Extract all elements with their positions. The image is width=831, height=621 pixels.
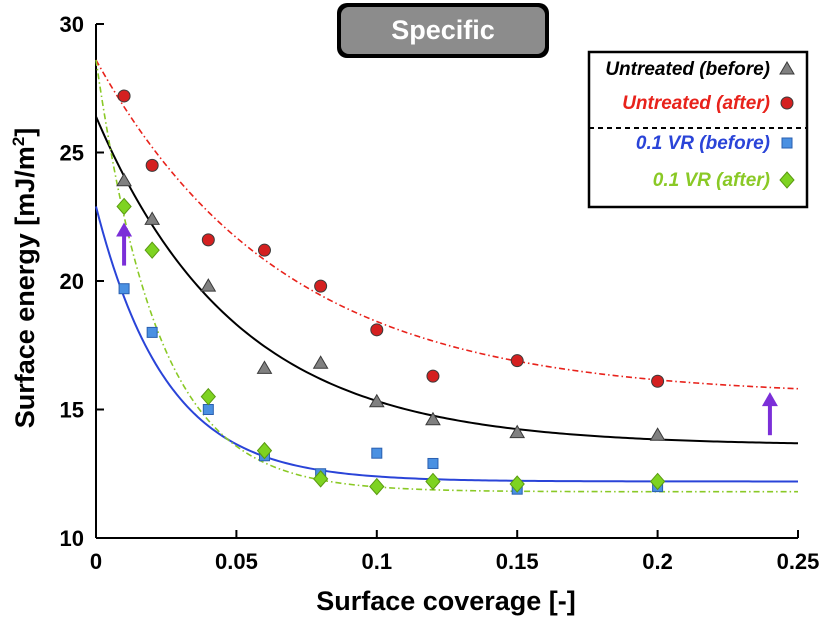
data-point-0-1-vr-after [144, 241, 160, 259]
data-point-untreated-before [425, 411, 441, 426]
y-tick-label: 20 [60, 269, 84, 294]
x-tick-label: 0.25 [777, 549, 820, 574]
data-point-untreated-after [201, 233, 215, 247]
fit-curve-untreated-after [95, 59, 799, 390]
legend-label-untreated-after: Untreated (after) [622, 93, 770, 114]
data-point-untreated-before [509, 424, 526, 439]
x-tick-label: 0.1 [362, 549, 393, 574]
fit-curve-0-1-vr-before [95, 206, 798, 483]
data-point-0-1-vr-before [146, 326, 158, 338]
data-point-untreated-before [144, 211, 161, 225]
data-point-untreated-after [117, 89, 131, 103]
legend-marker-untreated-after [780, 96, 794, 110]
y-tick-label: 15 [60, 398, 84, 423]
y-tick-label: 25 [60, 141, 84, 166]
x-tick-label: 0.15 [496, 549, 539, 574]
data-point-0-1-vr-after [425, 472, 441, 491]
up-arrow-icon [116, 222, 133, 266]
data-point-0-1-vr-after [116, 197, 132, 216]
data-point-untreated-before [200, 278, 217, 292]
data-markers [116, 89, 666, 496]
x-axis-label: Surface coverage [-] [316, 586, 576, 616]
legend-marker-untreated-before [779, 61, 795, 75]
chart-title: Specific [391, 15, 495, 45]
data-point-0-1-vr-before [202, 404, 214, 415]
legend-marker-0-1-vr-after [779, 171, 795, 189]
data-point-0-1-vr-after [256, 441, 273, 460]
data-point-0-1-vr-after [509, 475, 525, 493]
legend-label-untreated-before: Untreated (before) [605, 59, 770, 80]
up-arrow-icon [761, 392, 778, 436]
legend-box [587, 50, 809, 209]
arrow-annotations [116, 222, 778, 436]
legend-marker-0-1-vr-before [781, 137, 793, 149]
data-point-0-1-vr-after [200, 387, 216, 406]
fit-curve-untreated-before [95, 116, 799, 445]
y-axis-label-close: ] [10, 128, 40, 137]
up-arrow-head [116, 222, 133, 237]
data-point-untreated-before [116, 172, 132, 187]
y-tick-label: 30 [60, 12, 84, 37]
up-arrow-head [761, 392, 778, 407]
plot-axes: 0 0.05 0.1 0.15 0.2 0.25 10 15 20 25 30 [60, 12, 820, 574]
legend-label-0-1-vr-before: 0.1 VR (before) [636, 133, 770, 154]
title-badge-face [341, 7, 545, 54]
y-tick-label: 10 [60, 526, 84, 551]
y-axis-label: Surface energy [mJ/m2] [9, 128, 40, 429]
data-point-untreated-before [312, 355, 329, 369]
data-point-untreated-before [368, 393, 385, 408]
data-point-untreated-after [370, 323, 384, 337]
x-tick-label: 0.2 [642, 549, 673, 574]
data-point-0-1-vr-before [118, 283, 130, 295]
fit-curve-0-1-vr-after [95, 59, 798, 493]
x-tick-label: 0 [90, 549, 102, 574]
data-point-0-1-vr-before [371, 447, 383, 459]
data-point-0-1-vr-after [649, 472, 666, 491]
y-axis-label-sup: 2 [9, 137, 28, 146]
data-point-untreated-before [256, 360, 273, 374]
x-tick-label: 0.05 [215, 549, 258, 574]
data-point-0-1-vr-before [427, 457, 439, 469]
data-point-0-1-vr-after [312, 470, 329, 488]
data-point-untreated-after [314, 279, 328, 293]
title-badge: Specific [337, 3, 549, 58]
data-point-0-1-vr-after [369, 477, 385, 496]
legend: Untreated (before) Untreated (after) 0.1 V… [587, 50, 809, 209]
data-point-untreated-after [651, 374, 665, 388]
data-point-untreated-after [257, 243, 271, 257]
fit-curves [95, 59, 799, 493]
legend-label-0-1-vr-after: 0.1 VR (after) [653, 170, 770, 191]
data-point-untreated-before [649, 427, 666, 441]
y-axis-label-main: Surface energy [mJ/m [10, 146, 40, 428]
data-point-untreated-after [510, 354, 524, 368]
data-point-untreated-after [426, 369, 440, 383]
data-point-untreated-after [145, 158, 159, 172]
